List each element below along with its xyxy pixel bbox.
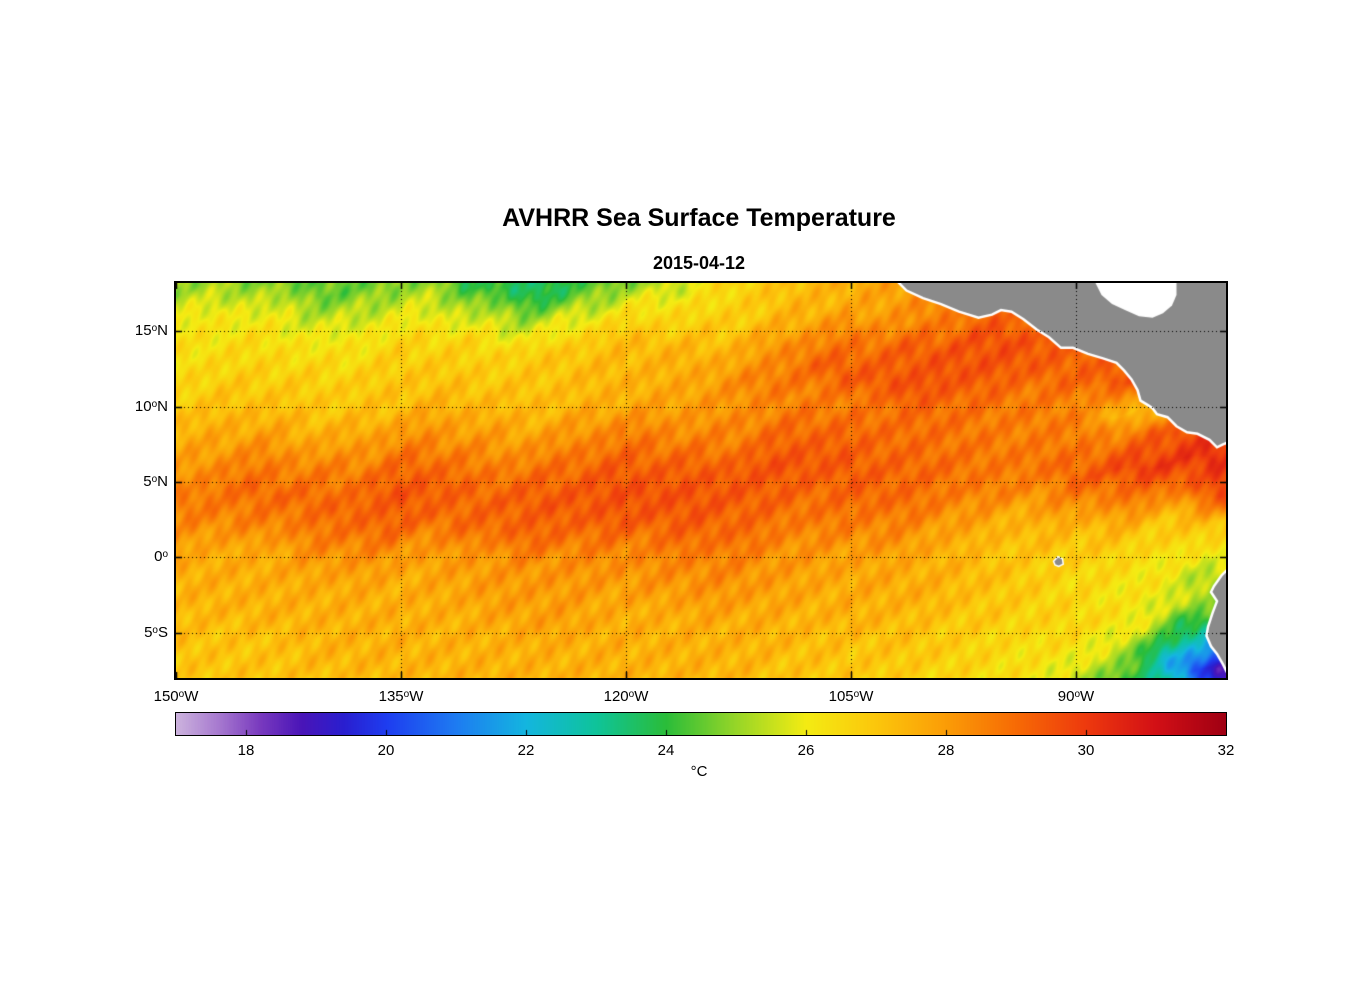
colorbar-tick-label: 22 (517, 742, 535, 759)
x-tick-value: 120 (603, 688, 629, 705)
colorbar (175, 712, 1227, 736)
y-tick-value: 0 (154, 548, 163, 565)
y-tick-hemisphere: N (157, 322, 168, 339)
x-tick-label-90w: 90oW (1036, 687, 1116, 707)
colorbar-tick-label: 18 (237, 742, 255, 759)
y-tick-value: 5 (143, 473, 152, 490)
degree-symbol: o (403, 689, 410, 700)
y-tick-value: 5 (144, 624, 153, 641)
x-tick-hemisphere: W (1080, 688, 1095, 705)
x-tick-hemisphere: W (634, 688, 649, 705)
degree-symbol: o (628, 689, 635, 700)
x-tick-label-135w: 135oW (361, 687, 441, 707)
x-tick-value: 135 (378, 688, 404, 705)
y-tick-hemisphere: S (157, 624, 168, 641)
x-tick-label-105w: 105oW (811, 687, 891, 707)
degree-symbol: o (151, 474, 158, 485)
degree-symbol: o (1074, 689, 1081, 700)
x-tick-value: 90 (1057, 688, 1075, 705)
colorbar-tick-label: 24 (657, 742, 675, 759)
degree-symbol: o (178, 689, 185, 700)
colorbar-tick-label: 20 (377, 742, 395, 759)
map-plot-area (174, 281, 1228, 680)
degree-symbol: o (162, 549, 168, 560)
y-tick-label-5n: 5oN (90, 472, 168, 492)
chart-subtitle: 2015-04-12 (652, 253, 746, 273)
x-tick-hemisphere: W (184, 688, 199, 705)
y-tick-hemisphere: N (157, 398, 168, 415)
degree-symbol: o (151, 399, 158, 410)
y-tick-label-5s: 5oS (90, 623, 168, 643)
colorbar-tick-label: 32 (1217, 742, 1235, 759)
colorbar-unit-label: °C (690, 763, 708, 780)
x-tick-label-150w: 150oW (136, 687, 216, 707)
x-tick-label-120w: 120oW (586, 687, 666, 707)
colorbar-canvas (176, 713, 1226, 735)
y-tick-label-15n: 15oN (90, 321, 168, 341)
x-tick-value: 105 (828, 688, 854, 705)
degree-symbol: o (152, 625, 158, 636)
degree-symbol: o (151, 323, 158, 334)
y-tick-hemisphere: N (157, 473, 168, 490)
chart-title: AVHRR Sea Surface Temperature (502, 204, 896, 232)
colorbar-tick-label: 26 (797, 742, 815, 759)
colorbar-tick-label: 28 (937, 742, 955, 759)
x-tick-hemisphere: W (409, 688, 424, 705)
degree-symbol: o (853, 689, 860, 700)
y-tick-value: 15 (134, 322, 152, 339)
y-tick-label-0: 0o (90, 547, 168, 567)
y-tick-label-10n: 10oN (90, 397, 168, 417)
x-tick-value: 150 (153, 688, 179, 705)
y-tick-value: 10 (134, 398, 152, 415)
sst-map-canvas (176, 283, 1226, 678)
colorbar-tick-label: 30 (1077, 742, 1095, 759)
x-tick-hemisphere: W (859, 688, 874, 705)
